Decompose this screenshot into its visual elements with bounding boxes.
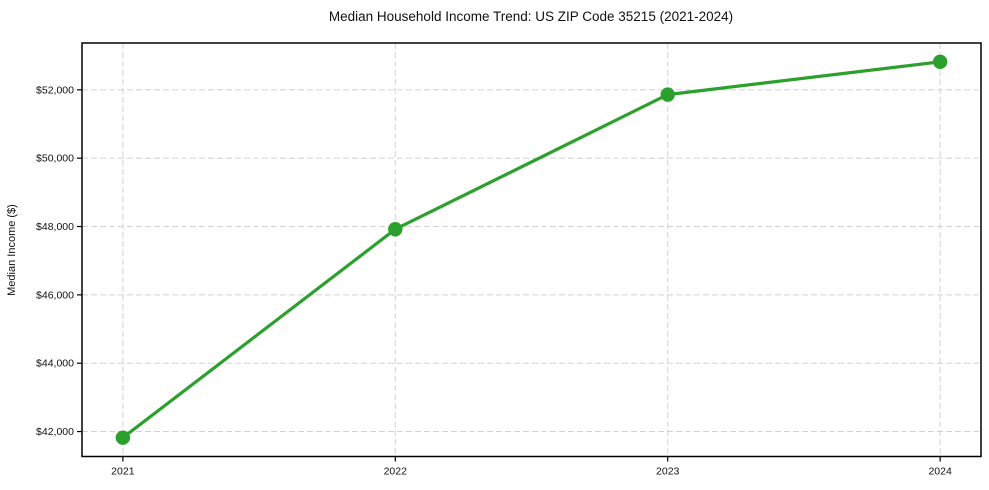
y-tick-label: $44,000: [36, 358, 74, 370]
x-tick-label: 2022: [384, 466, 408, 478]
data-point-2023: [660, 87, 675, 102]
data-point-2021: [115, 430, 131, 445]
y-axis-label: Median Income ($): [6, 204, 18, 296]
data-point-2022: [388, 222, 403, 237]
y-tick-label: $52,000: [36, 84, 74, 96]
trend-line: [121, 60, 942, 440]
axis-layer: $42,000 $44,000 $46,000 $48,000 $50,000 $52,0…: [36, 42, 982, 478]
y-tick-label: $48,000: [36, 221, 74, 233]
data-point-2024: [932, 54, 948, 69]
data-series-layer: [115, 54, 948, 445]
x-tick-label: 2021: [111, 466, 135, 478]
chart-title: Median Household Income Trend: US ZIP Co…: [329, 9, 733, 24]
y-tick-label: $46,000: [36, 289, 74, 301]
plot-border: [81, 42, 982, 458]
grid-layer: [82, 43, 981, 457]
y-tick-label: $50,000: [36, 153, 74, 165]
x-tick-label: 2023: [656, 466, 680, 478]
x-tick-label: 2024: [928, 466, 952, 478]
y-tick-label: $42,000: [36, 426, 74, 438]
